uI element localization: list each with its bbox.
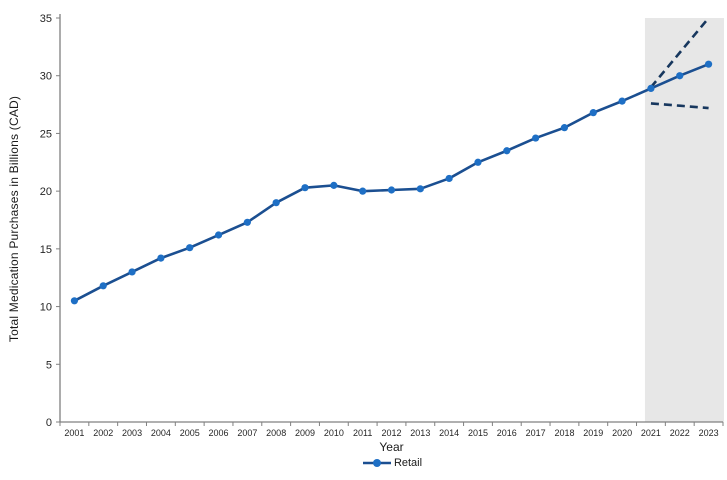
retail-data-point-2006 (214, 231, 223, 239)
legend-retail-marker-icon (362, 459, 391, 467)
retail-data-point-2002 (99, 282, 107, 290)
retail-data-point-2003 (128, 268, 136, 276)
x-tick-label: 2001 (64, 428, 84, 438)
retail-data-point-2022 (676, 72, 684, 80)
x-tick-label: 2018 (554, 428, 574, 438)
x-tick-label: 2014 (439, 428, 459, 438)
retail-data-point-2012 (387, 186, 396, 194)
y-tick-label: 25 (40, 128, 52, 140)
x-tick-label: 2022 (670, 428, 690, 438)
retail-data-point-2001 (70, 297, 79, 305)
y-axis-title: Total Medication Purchases in Billions (… (7, 95, 21, 343)
x-axis-title: Year (379, 440, 404, 454)
retail-data-point-2013 (416, 185, 424, 193)
retail-data-point-2021 (647, 84, 655, 93)
x-tick-label: 2021 (641, 428, 661, 438)
x-tick-label: 2017 (526, 428, 546, 438)
projection-lower-bound-line (650, 102, 709, 110)
retail-data-point-2023 (704, 60, 713, 68)
retail-data-point-2020 (618, 97, 626, 105)
retail-data-point-2016 (503, 147, 511, 155)
x-tick-label: 2015 (468, 428, 488, 438)
y-tick-label: 10 (40, 302, 52, 314)
retail-data-point-2017 (532, 134, 540, 142)
x-tick-label: 2013 (410, 428, 430, 438)
retail-data-point-2005 (186, 244, 194, 252)
x-tick-label: 2005 (180, 428, 200, 438)
retail-data-point-2011 (359, 187, 367, 195)
retail-data-point-2008 (272, 199, 280, 207)
x-tick-label: 2010 (324, 428, 344, 438)
retail-data-point-2004 (157, 254, 165, 262)
retail-data-point-2009 (301, 184, 309, 192)
x-tick-label: 2004 (151, 428, 171, 438)
retail-data-point-2018 (560, 124, 569, 132)
x-tick-label: 2011 (353, 428, 372, 438)
x-tick-label: 2006 (209, 428, 229, 438)
x-tick-label: 2002 (93, 428, 113, 438)
x-tick-label: 2019 (583, 428, 603, 438)
x-tick-label: 2003 (122, 428, 142, 438)
x-tick-label: 2007 (237, 428, 257, 438)
retail-data-point-2014 (445, 174, 453, 183)
x-tick-label: 2012 (381, 428, 401, 438)
y-tick-label: 5 (46, 359, 52, 371)
retail-data-point-2007 (243, 218, 251, 226)
y-tick-label: 15 (40, 244, 52, 256)
projection-upper-bound-line (649, 17, 710, 89)
y-tick-label: 20 (40, 186, 52, 198)
y-tick-label: 35 (40, 13, 52, 25)
y-tick-label: 30 (40, 71, 52, 83)
retail-data-point-2019 (589, 109, 597, 117)
x-tick-label: 2020 (612, 428, 632, 438)
retail-data-point-2015 (474, 158, 482, 166)
y-tick-label: 0 (46, 417, 52, 429)
x-tick-label: 2008 (266, 428, 286, 438)
retail-series-line (73, 62, 710, 303)
projection-region (644, 18, 724, 422)
legend-retail-label: Retail (393, 457, 423, 469)
x-tick-label: 2009 (295, 428, 315, 438)
legend: Retail (60, 457, 723, 469)
x-tick-label: 2023 (699, 428, 719, 438)
x-tick-label: 2016 (497, 428, 517, 438)
retail-data-point-2010 (330, 181, 338, 189)
